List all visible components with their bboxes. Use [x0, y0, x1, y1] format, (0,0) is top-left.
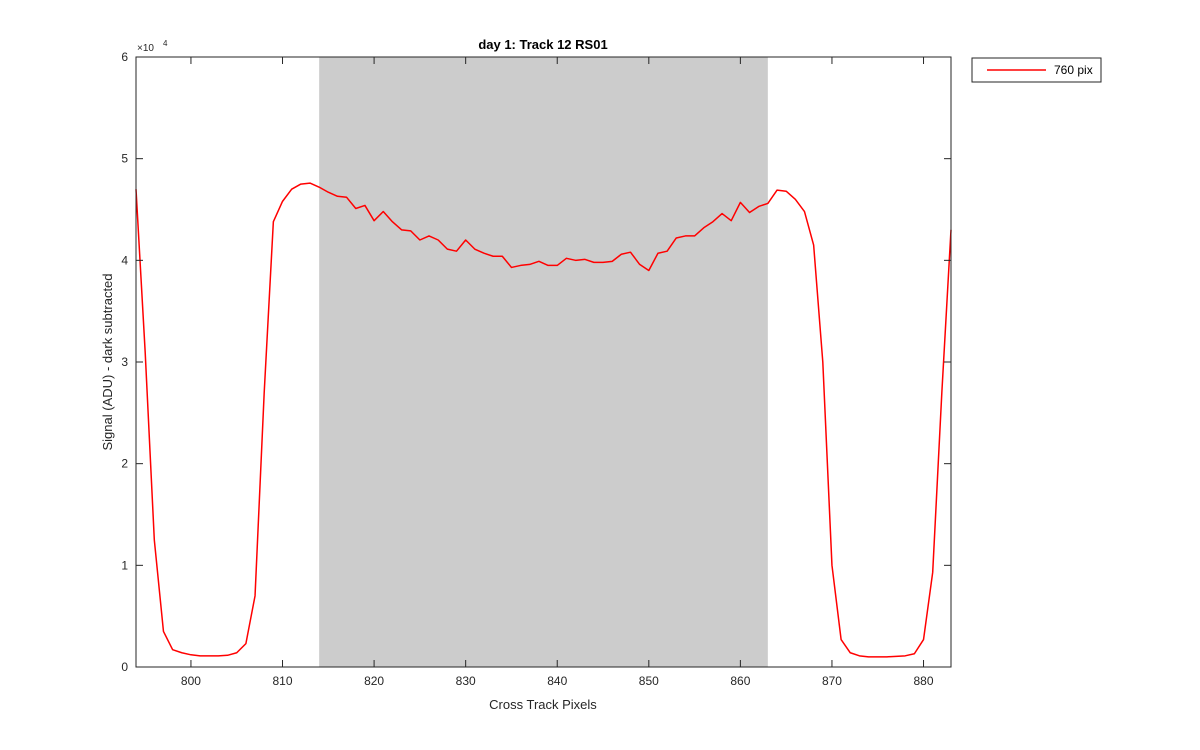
y-axis-exponent-power: 4	[163, 39, 168, 48]
y-axis-exponent: ×10 4	[137, 39, 168, 54]
x-tick-label: 850	[639, 674, 659, 688]
x-tick-label: 870	[822, 674, 842, 688]
x-tick-label: 830	[456, 674, 476, 688]
y-tick-label: 0	[121, 660, 128, 674]
y-tick-label: 6	[121, 50, 128, 64]
plot-area-frame	[135, 56, 952, 668]
series-line-0	[135, 182, 952, 658]
chart-title: day 1: Track 12 RS01	[478, 37, 607, 52]
x-axis-label: Cross Track Pixels	[489, 697, 597, 712]
y-tick-label: 4	[121, 253, 128, 267]
x-tick-label: 880	[914, 674, 934, 688]
y-tick-label: 2	[121, 457, 128, 471]
x-tick-label: 840	[547, 674, 567, 688]
y-tick-label: 5	[121, 152, 128, 166]
legend-entry-label: 760 pix	[1054, 63, 1093, 77]
y-tick-label: 1	[121, 558, 128, 572]
y-axis-exponent-base: ×10	[137, 43, 154, 54]
y-axis-label: Signal (ADU) - dark subtracted	[100, 273, 115, 450]
legend-box	[971, 57, 1102, 83]
x-tick-label: 860	[730, 674, 750, 688]
x-tick-label: 810	[273, 674, 293, 688]
x-tick-label: 820	[364, 674, 384, 688]
x-tick-label: 800	[181, 674, 201, 688]
y-tick-label: 3	[121, 355, 128, 369]
shaded-region	[319, 57, 768, 667]
legend: 760 pix	[971, 57, 1102, 83]
